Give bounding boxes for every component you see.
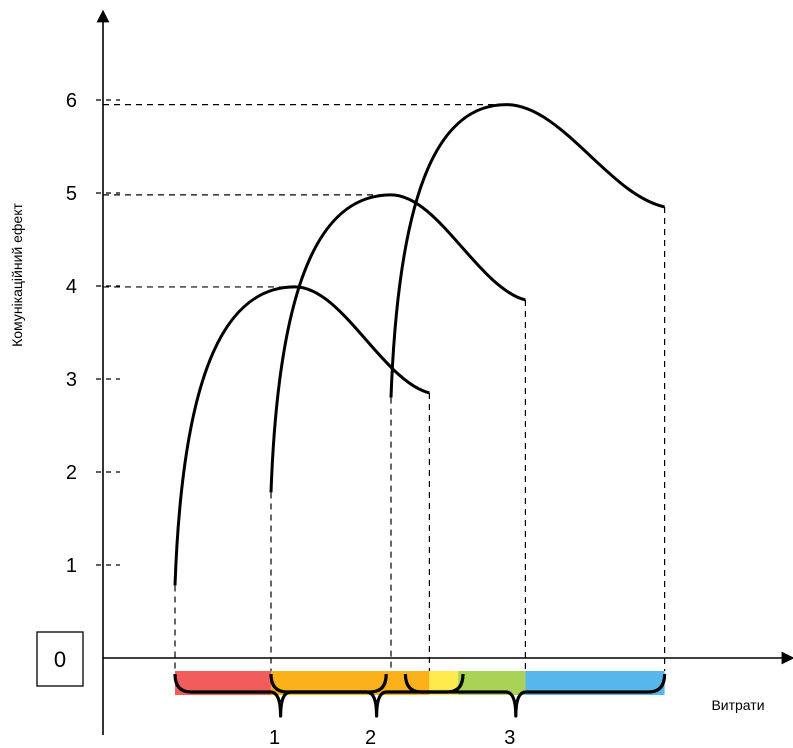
y-axis-label: Комунікаційний ефект [9,203,25,347]
y-tick-label: 1 [66,555,77,577]
y-tick-label: 2 [66,462,77,484]
x-axis-label: Витрати [711,697,764,713]
origin-box [36,631,84,687]
y-ticks: 1 2 3 4 5 6 [66,90,120,577]
dashed-guides [103,104,666,671]
range-label: 1 [269,727,280,748]
effect-curve [269,193,526,493]
y-tick-label: 4 [66,276,77,298]
range-brace [403,673,667,718]
range-label: 2 [365,727,376,748]
origin-label: 0 [54,647,66,672]
effect-curve [389,103,665,398]
effect-curves [173,103,665,586]
range-label: 3 [504,727,515,748]
y-tick-label: 3 [66,369,77,391]
effect-curve [173,285,430,586]
y-tick-label: 6 [66,90,77,112]
range-braces: 1 2 3 [173,673,667,748]
y-tick-label: 5 [66,183,77,205]
range-brace [173,673,388,718]
